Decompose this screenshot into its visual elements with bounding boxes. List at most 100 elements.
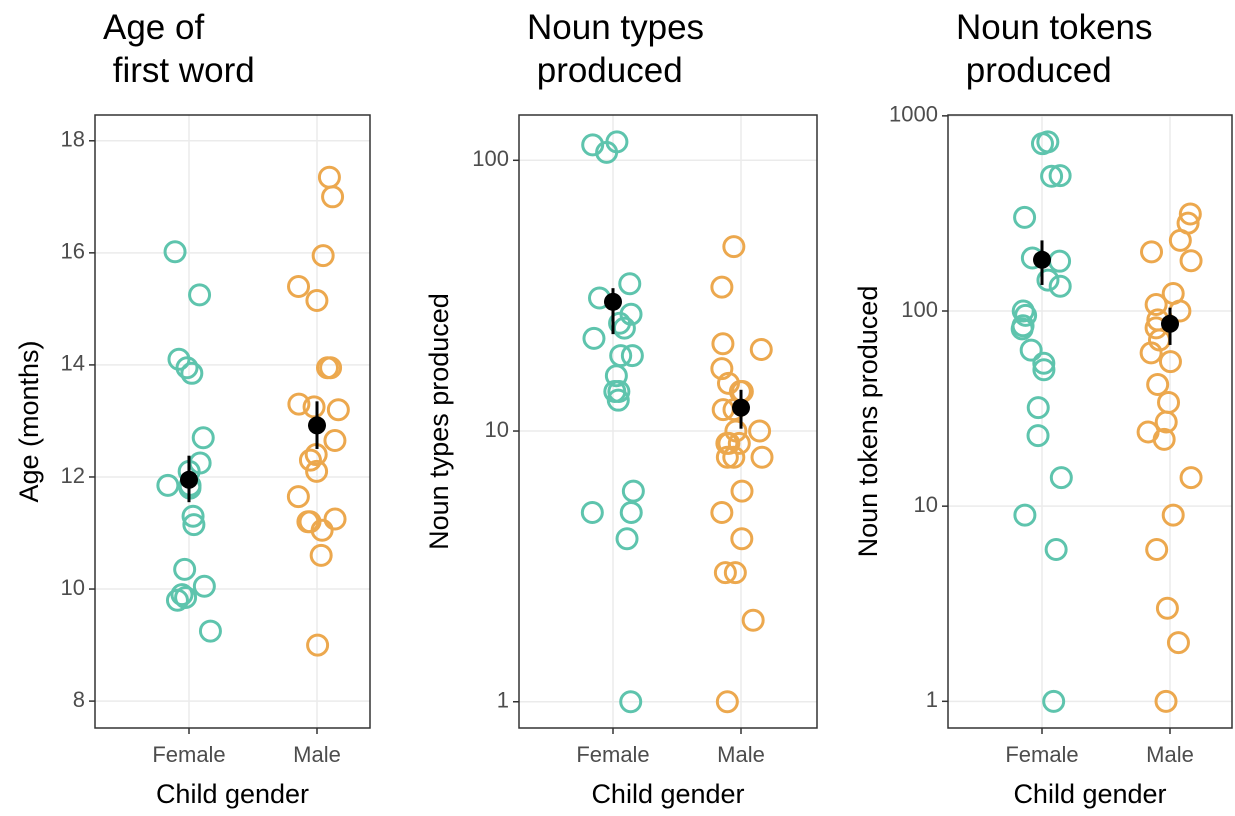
- y-tick-label: 10: [485, 417, 509, 442]
- title-line: produced: [527, 51, 683, 90]
- data-point: [621, 479, 645, 503]
- data-point: [321, 185, 345, 209]
- y-tick-label: 12: [61, 463, 85, 488]
- x-tick-label: Female: [152, 742, 225, 767]
- data-point: [173, 557, 197, 581]
- data-point: [1048, 274, 1072, 298]
- data-point: [1178, 202, 1202, 226]
- data-point: [305, 288, 329, 312]
- mean-point: [1033, 250, 1051, 269]
- data-point: [165, 588, 189, 612]
- x-tick-label: Male: [293, 742, 341, 767]
- data-point: [170, 583, 194, 607]
- data-point: [326, 398, 350, 422]
- data-point: [180, 361, 204, 385]
- data-point: [1040, 164, 1064, 188]
- data-point: [620, 344, 644, 368]
- title-line: produced: [956, 51, 1112, 90]
- x-tick-label: Male: [717, 742, 765, 767]
- data-point: [1179, 249, 1203, 273]
- data-point: [619, 501, 643, 525]
- data-point: [1044, 537, 1068, 561]
- title-line: Noun types: [527, 8, 704, 47]
- data-point: [1042, 689, 1066, 713]
- data-point: [286, 485, 310, 509]
- panel-border: [94, 114, 371, 729]
- data-point: [1140, 240, 1164, 264]
- mean-point: [732, 398, 750, 417]
- title-line: Age of: [103, 8, 204, 47]
- data-point: [1010, 317, 1034, 341]
- data-point: [323, 507, 347, 531]
- data-point: [581, 133, 605, 157]
- y-axis-title: Age (months): [14, 340, 44, 502]
- data-point: [1154, 410, 1178, 434]
- data-point: [156, 473, 180, 497]
- data-point: [1036, 268, 1060, 292]
- data-point: [1013, 205, 1037, 229]
- y-tick-label: 14: [61, 351, 85, 376]
- data-point: [730, 527, 754, 551]
- data-point: [715, 690, 739, 714]
- y-tick-label: 8: [73, 687, 85, 712]
- data-point: [730, 479, 754, 503]
- data-point: [315, 356, 339, 380]
- y-tick-label: 100: [901, 297, 938, 322]
- mean-point: [180, 470, 198, 489]
- data-point: [1139, 341, 1163, 365]
- data-point: [1144, 292, 1168, 316]
- data-point: [615, 527, 639, 551]
- data-point: [607, 379, 631, 403]
- data-point: [1014, 303, 1038, 327]
- data-point: [182, 513, 206, 537]
- data-point: [1145, 537, 1169, 561]
- data-point: [1161, 503, 1185, 527]
- data-point: [1168, 228, 1192, 252]
- data-point: [582, 326, 606, 350]
- data-point: [1166, 631, 1190, 655]
- title-line: first word: [103, 51, 255, 90]
- data-point: [1155, 596, 1179, 620]
- x-tick-label: Female: [576, 742, 649, 767]
- data-point: [188, 283, 212, 307]
- data-point: [175, 356, 199, 380]
- data-point: [1030, 132, 1054, 156]
- y-tick-label: 16: [61, 239, 85, 264]
- data-point: [305, 459, 329, 483]
- data-point: [1032, 358, 1056, 382]
- chart-title: Noun types produced: [527, 8, 704, 90]
- data-point: [608, 311, 632, 335]
- data-point: [1026, 396, 1050, 420]
- data-point: [1019, 338, 1043, 362]
- data-point: [1146, 373, 1170, 397]
- panel-border: [518, 114, 818, 729]
- data-point: [750, 445, 774, 469]
- data-point: [198, 619, 222, 643]
- data-point: [710, 275, 734, 299]
- x-axis-title: Child gender: [591, 779, 744, 809]
- x-tick-label: Male: [1146, 742, 1194, 767]
- data-point: [1049, 466, 1073, 490]
- data-point: [748, 419, 772, 443]
- data-point: [298, 448, 322, 472]
- data-point: [287, 274, 311, 298]
- data-point: [167, 347, 191, 371]
- mean-point: [308, 416, 326, 435]
- data-point: [287, 392, 311, 416]
- data-point: [1013, 503, 1037, 527]
- data-point: [1157, 390, 1181, 414]
- data-point: [710, 357, 734, 381]
- y-tick-label: 18: [61, 127, 85, 152]
- data-point: [1154, 689, 1178, 713]
- data-point: [711, 332, 735, 356]
- data-point: [619, 690, 643, 714]
- data-point: [741, 608, 765, 632]
- y-tick-label: 10: [61, 575, 85, 600]
- data-point: [715, 431, 739, 455]
- data-point: [163, 240, 187, 264]
- data-point: [1048, 164, 1072, 188]
- data-point: [317, 165, 341, 189]
- mean-point: [1161, 314, 1179, 333]
- data-point: [306, 633, 330, 657]
